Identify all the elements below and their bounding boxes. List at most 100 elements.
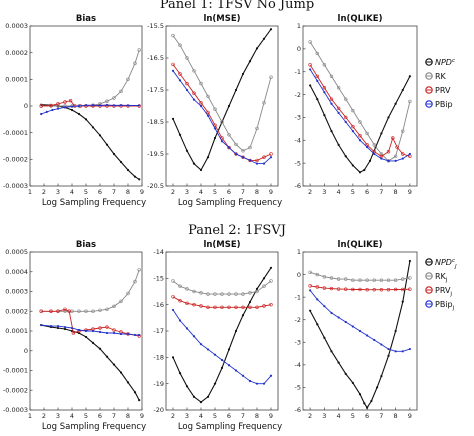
data-point <box>185 287 189 291</box>
data-point <box>351 278 355 282</box>
series-line-RKJ <box>172 280 272 295</box>
data-point <box>119 332 123 336</box>
data-point <box>351 287 355 292</box>
data-point <box>269 266 273 269</box>
data-point <box>234 292 238 296</box>
data-point <box>255 158 259 163</box>
data-point <box>119 89 123 94</box>
data-point <box>401 277 405 281</box>
data-point <box>376 386 379 389</box>
data-point <box>368 159 372 162</box>
data-point <box>70 108 74 112</box>
data-point <box>112 152 116 156</box>
data-point <box>112 331 116 335</box>
chart-6: ln(QLIKE)2 3 4 5 6 7 8 910-1-2-3-4-5-6 <box>295 240 418 420</box>
data-point <box>351 164 354 167</box>
data-point <box>269 302 273 307</box>
data-point <box>138 399 141 402</box>
data-point <box>91 309 95 313</box>
data-point <box>133 175 137 178</box>
data-point <box>336 277 341 281</box>
x-tick-label: 9 <box>269 188 273 196</box>
data-point <box>213 127 217 130</box>
data-point <box>56 102 60 106</box>
data-point <box>105 143 109 146</box>
data-point <box>133 61 137 66</box>
y-tick-label: -2 <box>295 91 301 99</box>
data-point <box>408 347 411 351</box>
data-point <box>248 159 252 162</box>
data-point <box>133 333 137 337</box>
legend-marker <box>425 300 433 308</box>
data-point <box>408 152 411 156</box>
x-tick-label: 7 <box>379 412 383 420</box>
data-point <box>322 286 327 290</box>
data-point <box>391 136 395 140</box>
data-point <box>315 272 319 277</box>
data-point <box>199 401 203 404</box>
data-point <box>213 305 217 309</box>
x-tick-label: 8 <box>126 188 130 196</box>
y-tick-label: 0 <box>24 102 28 110</box>
data-point <box>192 69 196 73</box>
series-line-PRVJ <box>310 285 410 291</box>
data-point <box>112 363 116 366</box>
x-tick-label: 3 <box>322 412 326 420</box>
data-point <box>45 110 48 113</box>
data-point <box>358 120 362 124</box>
data-point <box>178 133 182 136</box>
data-point <box>366 334 369 337</box>
data-point <box>126 291 130 296</box>
data-point <box>206 395 210 398</box>
y-tick-label: -5 <box>295 384 301 392</box>
x-tick-label: 8 <box>126 412 130 420</box>
data-point <box>185 301 189 306</box>
legend-label: PRV <box>435 86 451 95</box>
legend-label: PRVJ <box>435 286 452 298</box>
y-tick-label: -17.5 <box>147 86 164 94</box>
data-point <box>380 157 383 160</box>
data-point <box>330 350 333 353</box>
data-point <box>344 155 347 158</box>
data-point <box>408 259 411 263</box>
x-tick-label: 8 <box>394 412 398 420</box>
data-point <box>401 350 404 353</box>
series-line-PRVJ <box>172 296 272 308</box>
data-point <box>380 132 383 135</box>
data-point <box>39 309 43 313</box>
x-tick-label: 2 <box>42 188 46 196</box>
data-point <box>316 79 319 82</box>
data-point <box>138 333 141 337</box>
data-point <box>133 391 137 394</box>
x-tick-label: 6 <box>98 188 102 196</box>
data-point <box>91 104 95 107</box>
data-point <box>387 159 390 162</box>
data-point <box>63 106 67 109</box>
data-point <box>105 103 109 107</box>
x-tick-label: 7 <box>112 412 116 420</box>
data-point <box>255 47 259 50</box>
data-point <box>178 284 182 288</box>
data-point <box>206 114 210 117</box>
data-point <box>91 341 95 344</box>
x-tick-label: 5 <box>213 188 217 196</box>
data-point <box>329 286 334 291</box>
x-tick-label: 9 <box>408 412 412 420</box>
data-point <box>206 110 210 115</box>
data-point <box>255 162 259 165</box>
data-point <box>56 107 60 110</box>
y-tick-label: 0.0002 <box>5 49 28 57</box>
legend-marker <box>425 286 433 294</box>
data-point <box>316 98 319 101</box>
data-point <box>171 308 175 312</box>
y-tick-label: -0.0003 <box>3 406 28 414</box>
data-point <box>178 43 182 47</box>
data-point <box>372 278 376 282</box>
data-point <box>56 309 60 313</box>
x-tick-label: 9 <box>140 188 144 196</box>
data-point <box>358 139 362 142</box>
y-tick-label: -15 <box>153 275 164 283</box>
x-tick-label: 8 <box>255 188 259 196</box>
data-point <box>234 142 238 147</box>
data-point <box>98 330 102 334</box>
